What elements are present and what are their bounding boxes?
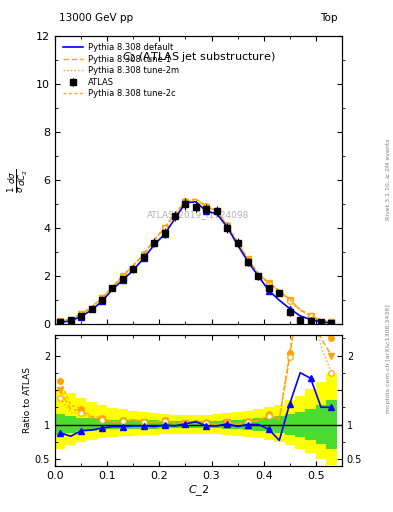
Line: Pythia 8.308 tune-1: Pythia 8.308 tune-1	[60, 199, 331, 323]
Pythia 8.308 tune-2m	[266, 281, 271, 287]
Pythia 8.308 tune-1	[235, 240, 240, 246]
Pythia 8.308 default	[89, 307, 94, 313]
Pythia 8.308 tune-1	[308, 313, 313, 319]
Pythia 8.308 default	[173, 216, 177, 222]
Pythia 8.308 tune-1	[193, 196, 198, 202]
Pythia 8.308 tune-2m	[79, 311, 83, 317]
Pythia 8.308 tune-1	[162, 225, 167, 231]
Pythia 8.308 tune-2m	[256, 271, 261, 277]
Pythia 8.308 tune-2m	[214, 208, 219, 215]
Pythia 8.308 tune-2m	[110, 284, 115, 290]
Pythia 8.308 default	[298, 313, 303, 319]
Pythia 8.308 tune-1	[58, 318, 62, 325]
Pythia 8.308 tune-2m	[308, 313, 313, 319]
Pythia 8.308 tune-1	[319, 317, 323, 323]
Pythia 8.308 default	[58, 319, 62, 326]
Y-axis label: Ratio to ATLAS: Ratio to ATLAS	[23, 367, 32, 433]
Pythia 8.308 tune-2m	[99, 295, 104, 302]
Text: $C_2$ (ATLAS jet substructure): $C_2$ (ATLAS jet substructure)	[122, 50, 275, 65]
Pythia 8.308 tune-2m	[329, 319, 334, 326]
Pythia 8.308 tune-1	[89, 304, 94, 310]
Pythia 8.308 default	[214, 210, 219, 217]
Text: ATLAS_2019_I1724098: ATLAS_2019_I1724098	[147, 210, 250, 219]
Pythia 8.308 default	[183, 200, 188, 206]
Pythia 8.308 tune-2m	[89, 304, 94, 310]
Pythia 8.308 tune-2m	[152, 238, 156, 244]
Pythia 8.308 tune-1	[141, 251, 146, 258]
Pythia 8.308 tune-2m	[121, 273, 125, 280]
Pythia 8.308 tune-2m	[173, 211, 177, 217]
Pythia 8.308 default	[68, 317, 73, 324]
Pythia 8.308 default	[246, 259, 250, 265]
Pythia 8.308 tune-2m	[68, 316, 73, 323]
Pythia 8.308 tune-2m	[58, 318, 62, 325]
Pythia 8.308 default	[131, 267, 136, 273]
Pythia 8.308 tune-1	[68, 316, 73, 322]
Pythia 8.308 tune-2m	[319, 317, 323, 323]
Legend: Pythia 8.308 default, Pythia 8.308 tune-1, Pythia 8.308 tune-2m, ATLAS, Pythia 8: Pythia 8.308 default, Pythia 8.308 tune-…	[59, 40, 182, 102]
Pythia 8.308 tune-1	[99, 295, 104, 302]
Pythia 8.308 tune-2m	[193, 197, 198, 203]
Pythia 8.308 default	[79, 313, 83, 319]
Pythia 8.308 tune-2m	[183, 199, 188, 205]
Y-axis label: $\frac{1}{\sigma}\frac{d\sigma}{dC_2}$: $\frac{1}{\sigma}\frac{d\sigma}{dC_2}$	[7, 167, 31, 193]
Pythia 8.308 tune-2m	[225, 223, 230, 229]
Pythia 8.308 tune-1	[256, 271, 261, 277]
Pythia 8.308 tune-1	[110, 284, 115, 290]
Pythia 8.308 tune-1	[287, 297, 292, 303]
Pythia 8.308 tune-1	[79, 311, 83, 317]
Pythia 8.308 default	[266, 288, 271, 294]
Line: Pythia 8.308 tune-2m: Pythia 8.308 tune-2m	[60, 200, 331, 323]
Pythia 8.308 default	[329, 320, 334, 326]
Pythia 8.308 tune-2m	[162, 225, 167, 231]
Pythia 8.308 tune-1	[173, 210, 177, 217]
Pythia 8.308 tune-1	[214, 208, 219, 215]
Pythia 8.308 tune-1	[225, 223, 230, 229]
Pythia 8.308 default	[256, 273, 261, 280]
Pythia 8.308 tune-1	[246, 257, 250, 263]
Pythia 8.308 default	[308, 316, 313, 323]
Pythia 8.308 tune-1	[266, 281, 271, 287]
Pythia 8.308 default	[110, 286, 115, 292]
Pythia 8.308 default	[162, 231, 167, 237]
Pythia 8.308 tune-2m	[141, 252, 146, 258]
Pythia 8.308 default	[204, 208, 209, 215]
Text: mcplots.cern.ch [arXiv:1306.3436]: mcplots.cern.ch [arXiv:1306.3436]	[386, 304, 391, 413]
Pythia 8.308 tune-2m	[131, 263, 136, 269]
Pythia 8.308 tune-2m	[287, 297, 292, 304]
Text: 13000 GeV pp: 13000 GeV pp	[59, 13, 133, 23]
X-axis label: $C\_2$: $C\_2$	[188, 483, 209, 498]
Pythia 8.308 default	[121, 277, 125, 283]
Pythia 8.308 default	[225, 224, 230, 230]
Pythia 8.308 tune-1	[131, 262, 136, 268]
Pythia 8.308 tune-2m	[235, 240, 240, 246]
Pythia 8.308 tune-2m	[246, 257, 250, 263]
Pythia 8.308 tune-1	[121, 273, 125, 280]
Pythia 8.308 tune-2m	[204, 204, 209, 210]
Pythia 8.308 default	[141, 255, 146, 261]
Pythia 8.308 tune-1	[277, 288, 282, 294]
Pythia 8.308 tune-1	[329, 319, 334, 326]
Pythia 8.308 tune-2m	[298, 307, 303, 313]
Pythia 8.308 default	[152, 242, 156, 248]
Pythia 8.308 tune-2m	[277, 288, 282, 294]
Pythia 8.308 tune-1	[298, 307, 303, 313]
Pythia 8.308 tune-1	[152, 237, 156, 243]
Pythia 8.308 tune-1	[183, 199, 188, 205]
Pythia 8.308 default	[99, 298, 104, 305]
Pythia 8.308 default	[319, 319, 323, 325]
Text: Rivet 3.1.10, ≥ 2M events: Rivet 3.1.10, ≥ 2M events	[386, 138, 391, 220]
Pythia 8.308 default	[235, 242, 240, 248]
Pythia 8.308 default	[277, 297, 282, 303]
Line: Pythia 8.308 default: Pythia 8.308 default	[60, 202, 331, 323]
Text: Top: Top	[320, 13, 338, 23]
Pythia 8.308 default	[193, 199, 198, 205]
Pythia 8.308 default	[287, 306, 292, 312]
Pythia 8.308 tune-1	[204, 203, 209, 209]
